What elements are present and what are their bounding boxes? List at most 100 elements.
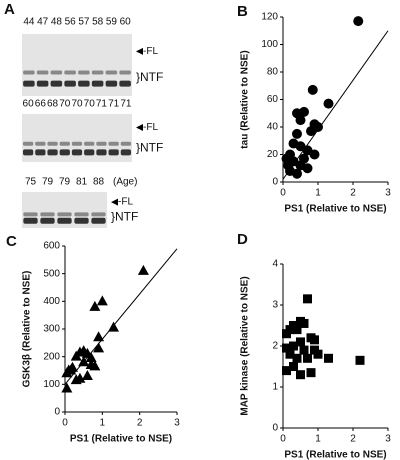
ntf-band — [40, 212, 55, 217]
fl-label: -FL — [118, 197, 133, 208]
point — [353, 16, 364, 27]
ntf-band — [74, 212, 89, 217]
y-tick-label: 1 — [272, 382, 278, 393]
point — [89, 300, 101, 311]
point — [93, 342, 105, 353]
point — [289, 362, 298, 371]
ntf-band — [105, 70, 118, 75]
point — [306, 368, 316, 378]
ntf-band — [91, 212, 106, 217]
y-tick-label: 3 — [272, 300, 278, 311]
ntf-band — [64, 70, 76, 75]
point — [70, 350, 82, 361]
age-label: 88 — [93, 177, 105, 188]
ntf-band — [57, 212, 72, 217]
x-axis-label: PS1 (Relative to NSE) — [70, 434, 172, 445]
ntf-band — [22, 141, 34, 146]
point — [295, 115, 306, 126]
age-label: 79 — [42, 177, 54, 188]
fl-label: -FL — [143, 46, 158, 57]
point — [70, 374, 82, 385]
point — [299, 345, 309, 355]
y-tick-label: 80 — [267, 67, 279, 78]
age-label: 60 — [23, 99, 35, 110]
point — [81, 370, 93, 381]
ntf-band — [84, 149, 95, 156]
panel-label: C — [6, 233, 17, 250]
age-label: 47 — [37, 17, 49, 28]
ntf-band — [78, 70, 90, 75]
age-label: 58 — [92, 17, 104, 28]
age-label: 79 — [59, 177, 71, 188]
point — [285, 325, 295, 335]
age-label: 56 — [65, 17, 77, 28]
point — [310, 335, 319, 345]
point — [285, 349, 295, 359]
age-label: 71 — [120, 99, 132, 110]
x-tick-label: 3 — [174, 418, 180, 429]
x-tick-label: 3 — [385, 434, 391, 445]
ntf-band — [119, 80, 131, 87]
y-axis-label: MAP kinase (Relative to NSE) — [240, 276, 251, 415]
age-label: 57 — [78, 17, 90, 28]
ntf-band — [22, 149, 34, 156]
age-label: 71 — [96, 99, 108, 110]
point — [65, 364, 77, 375]
y-tick-label: 500 — [43, 268, 60, 279]
ntf-band — [91, 70, 104, 75]
panel-label: B — [237, 3, 248, 20]
y-tick-label: 2 — [272, 341, 278, 352]
x-tick-label: 1 — [315, 188, 321, 199]
ntf-label: }NTF — [111, 210, 138, 224]
x-tick-label: 1 — [315, 434, 321, 445]
ntf-band — [50, 80, 63, 87]
ntf-band — [71, 141, 83, 146]
point — [96, 295, 108, 306]
fl-label: -FL — [143, 122, 158, 133]
point — [282, 343, 291, 353]
x-axis-label: PS1 (Relative to NSE) — [284, 450, 386, 460]
x-tick-label: 0 — [280, 188, 286, 199]
trend-line — [282, 30, 389, 180]
y-tick-label: 0 — [54, 407, 60, 418]
y-axis-label: tau (Relative to NSE) — [240, 50, 251, 148]
y-tick-label: 100 — [43, 379, 60, 390]
x-tick-label: 2 — [350, 188, 356, 199]
age-label: 66 — [35, 99, 47, 110]
ntf-band — [57, 217, 72, 224]
point — [303, 353, 312, 363]
point — [85, 352, 97, 363]
ntf-band — [91, 80, 104, 87]
ntf-band — [23, 217, 38, 224]
x-tick-label: 0 — [280, 434, 286, 445]
y-tick-label: 200 — [43, 351, 60, 362]
ntf-band — [59, 149, 70, 156]
ntf-band — [91, 217, 106, 224]
ntf-band — [36, 80, 49, 87]
ntf-band — [23, 212, 38, 217]
point — [78, 356, 90, 367]
ntf-band — [40, 217, 55, 224]
point — [61, 382, 73, 393]
ntf-band — [47, 149, 58, 156]
point — [292, 325, 302, 335]
point — [302, 163, 313, 174]
point — [303, 294, 312, 304]
y-tick-label: 40 — [267, 122, 279, 133]
point — [283, 160, 294, 171]
point — [355, 355, 365, 365]
x-tick-label: 2 — [350, 434, 356, 445]
fl-arrow — [111, 198, 118, 206]
y-tick-label: 100 — [261, 39, 278, 50]
ntf-band — [108, 141, 119, 146]
ntf-band — [108, 149, 119, 156]
age-label: 71 — [108, 99, 120, 110]
point — [289, 341, 298, 351]
ntf-band — [120, 149, 132, 156]
ntf-band — [78, 80, 90, 87]
ntf-band — [23, 70, 35, 75]
point — [306, 126, 316, 137]
ntf-band — [105, 80, 118, 87]
age-label: 75 — [25, 177, 37, 188]
